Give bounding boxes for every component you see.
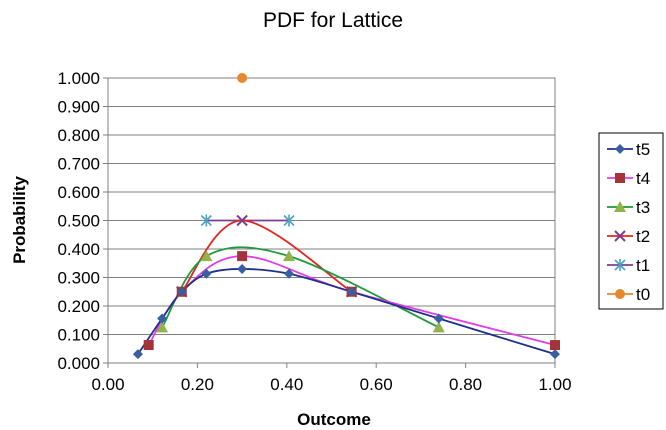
y-tick-label: 0.900 [57, 98, 100, 117]
data-point-t5 [433, 313, 444, 324]
data-point-t4 [143, 340, 154, 351]
x-tick-label: 0.20 [181, 375, 214, 394]
x-tick-label: 0.60 [360, 375, 393, 394]
legend-marker-t0 [615, 289, 625, 299]
series-curve-t4 [147, 255, 556, 346]
data-point-t5 [237, 263, 248, 274]
data-point-t5 [550, 349, 560, 360]
y-tick-label: 0.700 [57, 155, 100, 174]
data-point-t5 [132, 349, 143, 360]
y-tick-label: 0.600 [57, 183, 100, 202]
y-tick-label: 0.200 [57, 297, 100, 316]
y-tick-label: 0.100 [57, 326, 100, 345]
data-point-t5 [284, 268, 295, 279]
data-point-t3 [156, 321, 169, 333]
data-point-t0 [237, 73, 248, 83]
legend-label-t3: t3 [636, 198, 650, 217]
legend-marker-t1 [614, 259, 626, 271]
y-tick-label: 0.800 [57, 126, 100, 145]
legend-label-t2: t2 [636, 227, 650, 246]
series-markers [132, 73, 560, 360]
y-axis-title: Probability [10, 176, 29, 264]
legend-label-t5: t5 [636, 140, 650, 159]
plot-area [107, 77, 556, 364]
data-point-t3 [432, 321, 445, 333]
y-tick-label: 0.300 [57, 269, 100, 288]
x-tick-label: 1.00 [538, 375, 571, 394]
x-tick-label: 0.80 [449, 375, 482, 394]
x-tick-label: 0.40 [270, 375, 303, 394]
data-point-t5 [201, 268, 212, 279]
data-point-t4 [237, 251, 248, 262]
legend-marker-t4 [615, 173, 625, 183]
data-point-t2 [236, 214, 248, 227]
data-point-t4 [550, 340, 560, 351]
legend-marker-t2 [614, 230, 626, 242]
y-tick-label: 0.000 [57, 354, 100, 373]
legend-label-t1: t1 [636, 256, 650, 275]
legend-label-t0: t0 [636, 285, 650, 304]
legend: t5 t4 t3 t2 t1 t0 [598, 132, 664, 310]
gridlines [103, 77, 556, 368]
x-axis-title: Outcome [297, 410, 371, 429]
data-point-t1 [283, 214, 295, 227]
data-point-t5 [346, 286, 357, 297]
y-tick-labels: 0.000 0.100 0.200 0.300 0.400 0.500 0.600 0.700… [57, 69, 100, 373]
chart-title: PDF for Lattice [263, 9, 403, 32]
x-tick-label: 0.00 [91, 375, 124, 394]
data-point-t1 [200, 214, 212, 227]
legend-label-t4: t4 [636, 169, 650, 188]
data-point-t3 [283, 250, 296, 262]
y-tick-label: 1.000 [57, 69, 100, 88]
legend-marker-t3 [614, 201, 626, 212]
data-point-t3 [200, 250, 213, 262]
data-point-t5 [176, 286, 187, 297]
x-tick-labels: 0.00 0.20 0.40 0.60 0.80 1.00 [91, 375, 571, 394]
data-point-t5 [157, 313, 168, 324]
legend-box [598, 132, 664, 310]
legend-marker-t5 [615, 144, 625, 154]
y-tick-label: 0.400 [57, 240, 100, 259]
y-tick-label: 0.500 [57, 212, 100, 231]
